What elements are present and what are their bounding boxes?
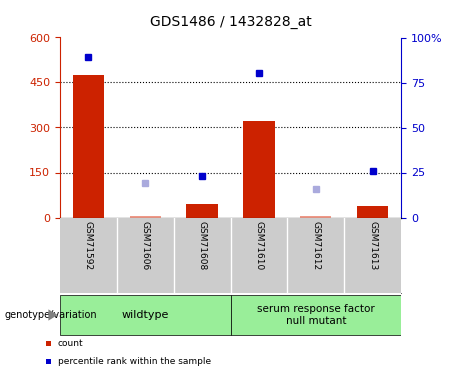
Bar — [73, 75, 104, 217]
Text: GSM71610: GSM71610 — [254, 221, 263, 270]
Text: GSM71592: GSM71592 — [84, 221, 93, 270]
Bar — [130, 216, 161, 217]
Text: wildtype: wildtype — [122, 310, 169, 320]
Text: genotype/variation: genotype/variation — [5, 310, 97, 320]
Text: percentile rank within the sample: percentile rank within the sample — [58, 357, 211, 366]
Text: GDS1486 / 1432828_at: GDS1486 / 1432828_at — [150, 15, 311, 29]
Text: GSM71608: GSM71608 — [198, 221, 207, 270]
Text: GSM71612: GSM71612 — [311, 221, 320, 270]
Bar — [186, 204, 218, 218]
Bar — [60, 295, 230, 335]
Bar — [357, 206, 388, 218]
Text: GSM71613: GSM71613 — [368, 221, 377, 270]
Text: count: count — [58, 339, 83, 348]
Bar — [300, 216, 331, 217]
Text: GSM71606: GSM71606 — [141, 221, 150, 270]
Bar — [243, 122, 275, 218]
Bar — [300, 216, 331, 217]
Text: serum response factor
null mutant: serum response factor null mutant — [257, 304, 375, 326]
Bar — [130, 216, 161, 217]
Bar — [230, 295, 401, 335]
